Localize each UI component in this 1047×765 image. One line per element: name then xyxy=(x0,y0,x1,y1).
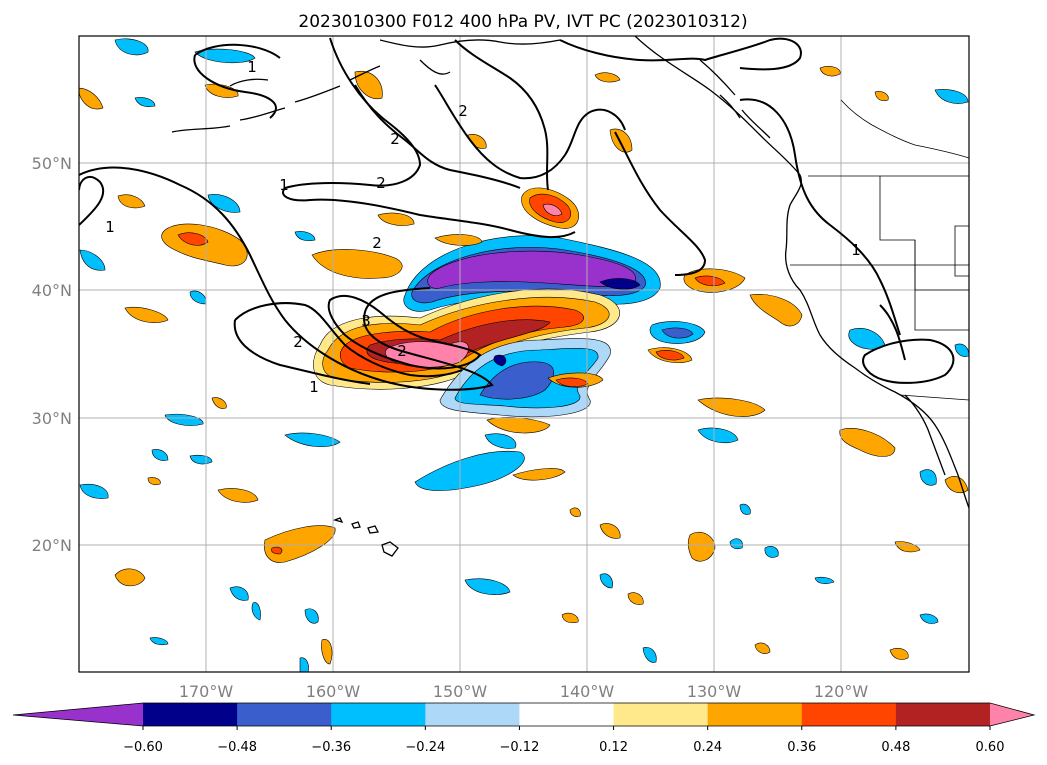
lat-label-30n: 30°N xyxy=(32,409,72,428)
colorbar-swatch xyxy=(895,703,991,726)
contour-label: 2 xyxy=(397,342,407,360)
colorbar-swatch xyxy=(331,703,426,726)
contour-label: 2 xyxy=(376,174,386,192)
baja-coast xyxy=(904,394,946,476)
contour-label: 1 xyxy=(309,378,319,396)
contour-label: 1 xyxy=(247,58,257,76)
map-area: 1 2 2 1 2 2 1 2 3 2 1 1 xyxy=(79,36,969,672)
lat-label-50n: 50°N xyxy=(32,154,72,173)
colorbar-tick-label: 0.48 xyxy=(881,740,910,755)
pv-contour-4 xyxy=(327,294,482,370)
pv-contour-6 xyxy=(282,37,576,239)
hawaiian-islands xyxy=(332,517,399,557)
chart-title: 2023010300 F012 400 hPa PV, IVT PC (2023… xyxy=(298,12,747,32)
coastlines xyxy=(171,36,969,557)
contour-label: 2 xyxy=(293,333,303,351)
colorbar-swatch xyxy=(801,703,897,726)
colorbar-ticks: −0.60 −0.48 −0.36 −0.24 −0.12 0.12 0.24 0.36 0.4… xyxy=(123,726,1004,755)
pv-contour-8 xyxy=(434,84,626,180)
pv-contour-10 xyxy=(559,37,802,71)
pv-contour-11 xyxy=(739,98,901,336)
pv-contour-7 xyxy=(354,84,521,189)
colorbar-extend-max xyxy=(990,703,1034,726)
colorbar-swatch xyxy=(519,703,615,726)
alaska-coast xyxy=(379,39,561,75)
colorbar-tick-label: 0.12 xyxy=(599,740,628,755)
colorbar-tick-label: 0.24 xyxy=(693,740,722,755)
colorbar-extend-min xyxy=(13,703,143,726)
pv-contour-5 xyxy=(193,43,281,119)
lon-label-170w: 170°W xyxy=(179,682,234,701)
map-frame xyxy=(78,35,970,673)
colorbar-swatch xyxy=(237,703,332,726)
graticule xyxy=(79,36,969,672)
lon-label-160w: 160°W xyxy=(306,682,361,701)
contour-label: 1 xyxy=(105,218,115,236)
contour-label: 2 xyxy=(390,130,400,148)
pv-contour-3 xyxy=(233,302,463,385)
colorbar-tick-label: 0.60 xyxy=(976,740,1005,755)
pv-contour-1 xyxy=(79,166,494,391)
colorbar-swatch xyxy=(613,703,709,726)
colorbar-swatch xyxy=(707,703,803,726)
lon-label-120w: 120°W xyxy=(814,682,869,701)
pv-contour-2 xyxy=(79,175,105,226)
pv-contours xyxy=(79,37,955,391)
colorbar-swatch xyxy=(425,703,520,726)
colorbar: −0.60 −0.48 −0.36 −0.24 −0.12 0.12 0.24 0.36 0.4… xyxy=(12,702,1036,755)
colorbar-tick-label: −0.60 xyxy=(123,740,163,755)
colorbar-tick-label: −0.12 xyxy=(500,740,540,755)
lon-label-140w: 140°W xyxy=(560,682,615,701)
pv-contour-12 xyxy=(614,131,707,276)
pv-contour-9 xyxy=(454,39,549,191)
contour-label: 2 xyxy=(372,234,382,252)
colorbar-tick-label: −0.36 xyxy=(311,740,351,755)
pv-contour-labels: 1 2 2 1 2 2 1 2 3 2 1 1 xyxy=(105,58,861,396)
longitude-labels: 170°W 160°W 150°W 140°W 130°W 120°W xyxy=(179,682,869,701)
lat-label-40n: 40°N xyxy=(32,281,72,300)
contour-label: 2 xyxy=(458,102,468,120)
political-borders xyxy=(790,99,969,401)
colorbar-tick-label: −0.48 xyxy=(217,740,257,755)
aleutian-islands xyxy=(171,65,381,133)
latitude-labels: 50°N 40°N 30°N 20°N xyxy=(32,154,72,555)
colorbar-tick-label: 0.36 xyxy=(787,740,816,755)
lon-label-130w: 130°W xyxy=(687,682,742,701)
north-america-coast xyxy=(634,36,969,509)
colorbar-tick-label: −0.24 xyxy=(405,740,445,755)
lon-label-150w: 150°W xyxy=(433,682,488,701)
contour-label: 1 xyxy=(851,241,861,259)
contour-label: 1 xyxy=(279,176,289,194)
colorbar-swatches xyxy=(13,703,1034,726)
contour-label: 3 xyxy=(361,312,371,330)
pv-contour-13 xyxy=(862,338,955,384)
lat-label-20n: 20°N xyxy=(32,536,72,555)
pv-contour-14 xyxy=(879,304,906,361)
colorbar-swatch xyxy=(143,703,238,726)
